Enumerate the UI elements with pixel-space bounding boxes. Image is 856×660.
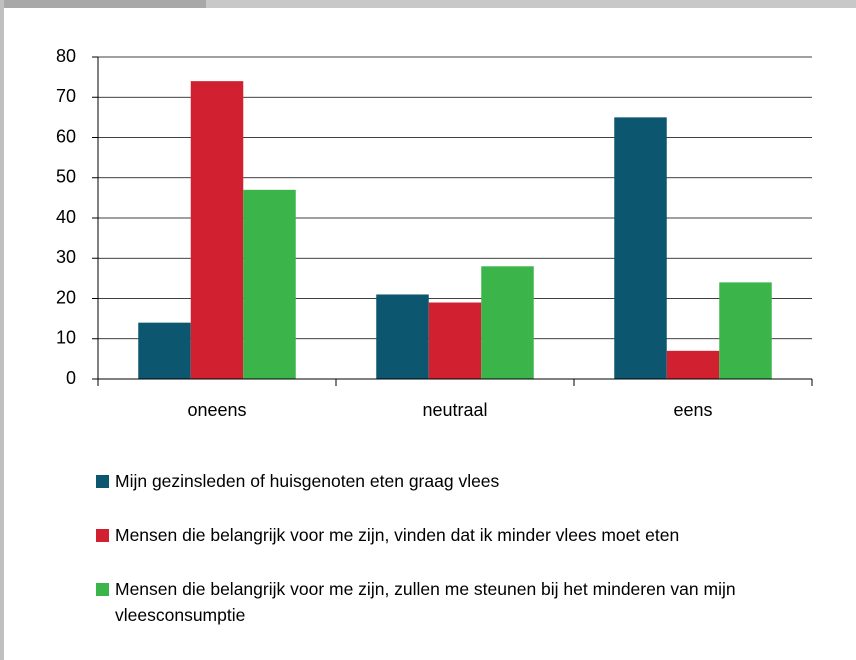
y-tick-label: 0	[66, 368, 76, 388]
y-tick-label: 10	[56, 328, 76, 348]
bar	[190, 81, 244, 380]
y-tick-label: 30	[56, 247, 76, 267]
y-tick-label: 80	[56, 46, 76, 66]
legend-swatch	[96, 529, 109, 542]
legend-swatch	[96, 583, 109, 596]
y-tick-label: 40	[56, 207, 76, 227]
bar	[666, 350, 720, 379]
legend-item: Mensen die belangrijk voor me zijn, zull…	[96, 576, 836, 628]
frame-left	[0, 0, 4, 660]
bar	[614, 117, 667, 379]
y-tick-label: 50	[56, 167, 76, 187]
x-tick-label: oneens	[187, 400, 246, 420]
bar	[138, 322, 191, 379]
bar	[243, 189, 296, 379]
legend-item: Mensen die belangrijk voor me zijn, vind…	[96, 522, 836, 548]
y-tick-label: 60	[56, 126, 76, 146]
bar	[719, 282, 772, 379]
legend-label: Mijn gezinsleden of huisgenoten eten gra…	[115, 471, 500, 491]
bar	[376, 294, 429, 379]
legend-label: Mensen die belangrijk voor me zijn, zull…	[115, 579, 736, 625]
legend-swatch	[96, 475, 109, 488]
y-tick-label: 70	[56, 86, 76, 106]
legend-label: Mensen die belangrijk voor me zijn, vind…	[115, 525, 680, 545]
x-tick-label: neutraal	[422, 400, 487, 420]
legend: Mijn gezinsleden of huisgenoten eten gra…	[96, 468, 836, 656]
bar	[481, 266, 534, 379]
bar	[428, 302, 482, 379]
frame-top	[0, 0, 856, 8]
frame-tab	[0, 0, 206, 8]
y-tick-label: 20	[56, 287, 76, 307]
x-tick-label: eens	[673, 400, 712, 420]
legend-item: Mijn gezinsleden of huisgenoten eten gra…	[96, 468, 836, 494]
